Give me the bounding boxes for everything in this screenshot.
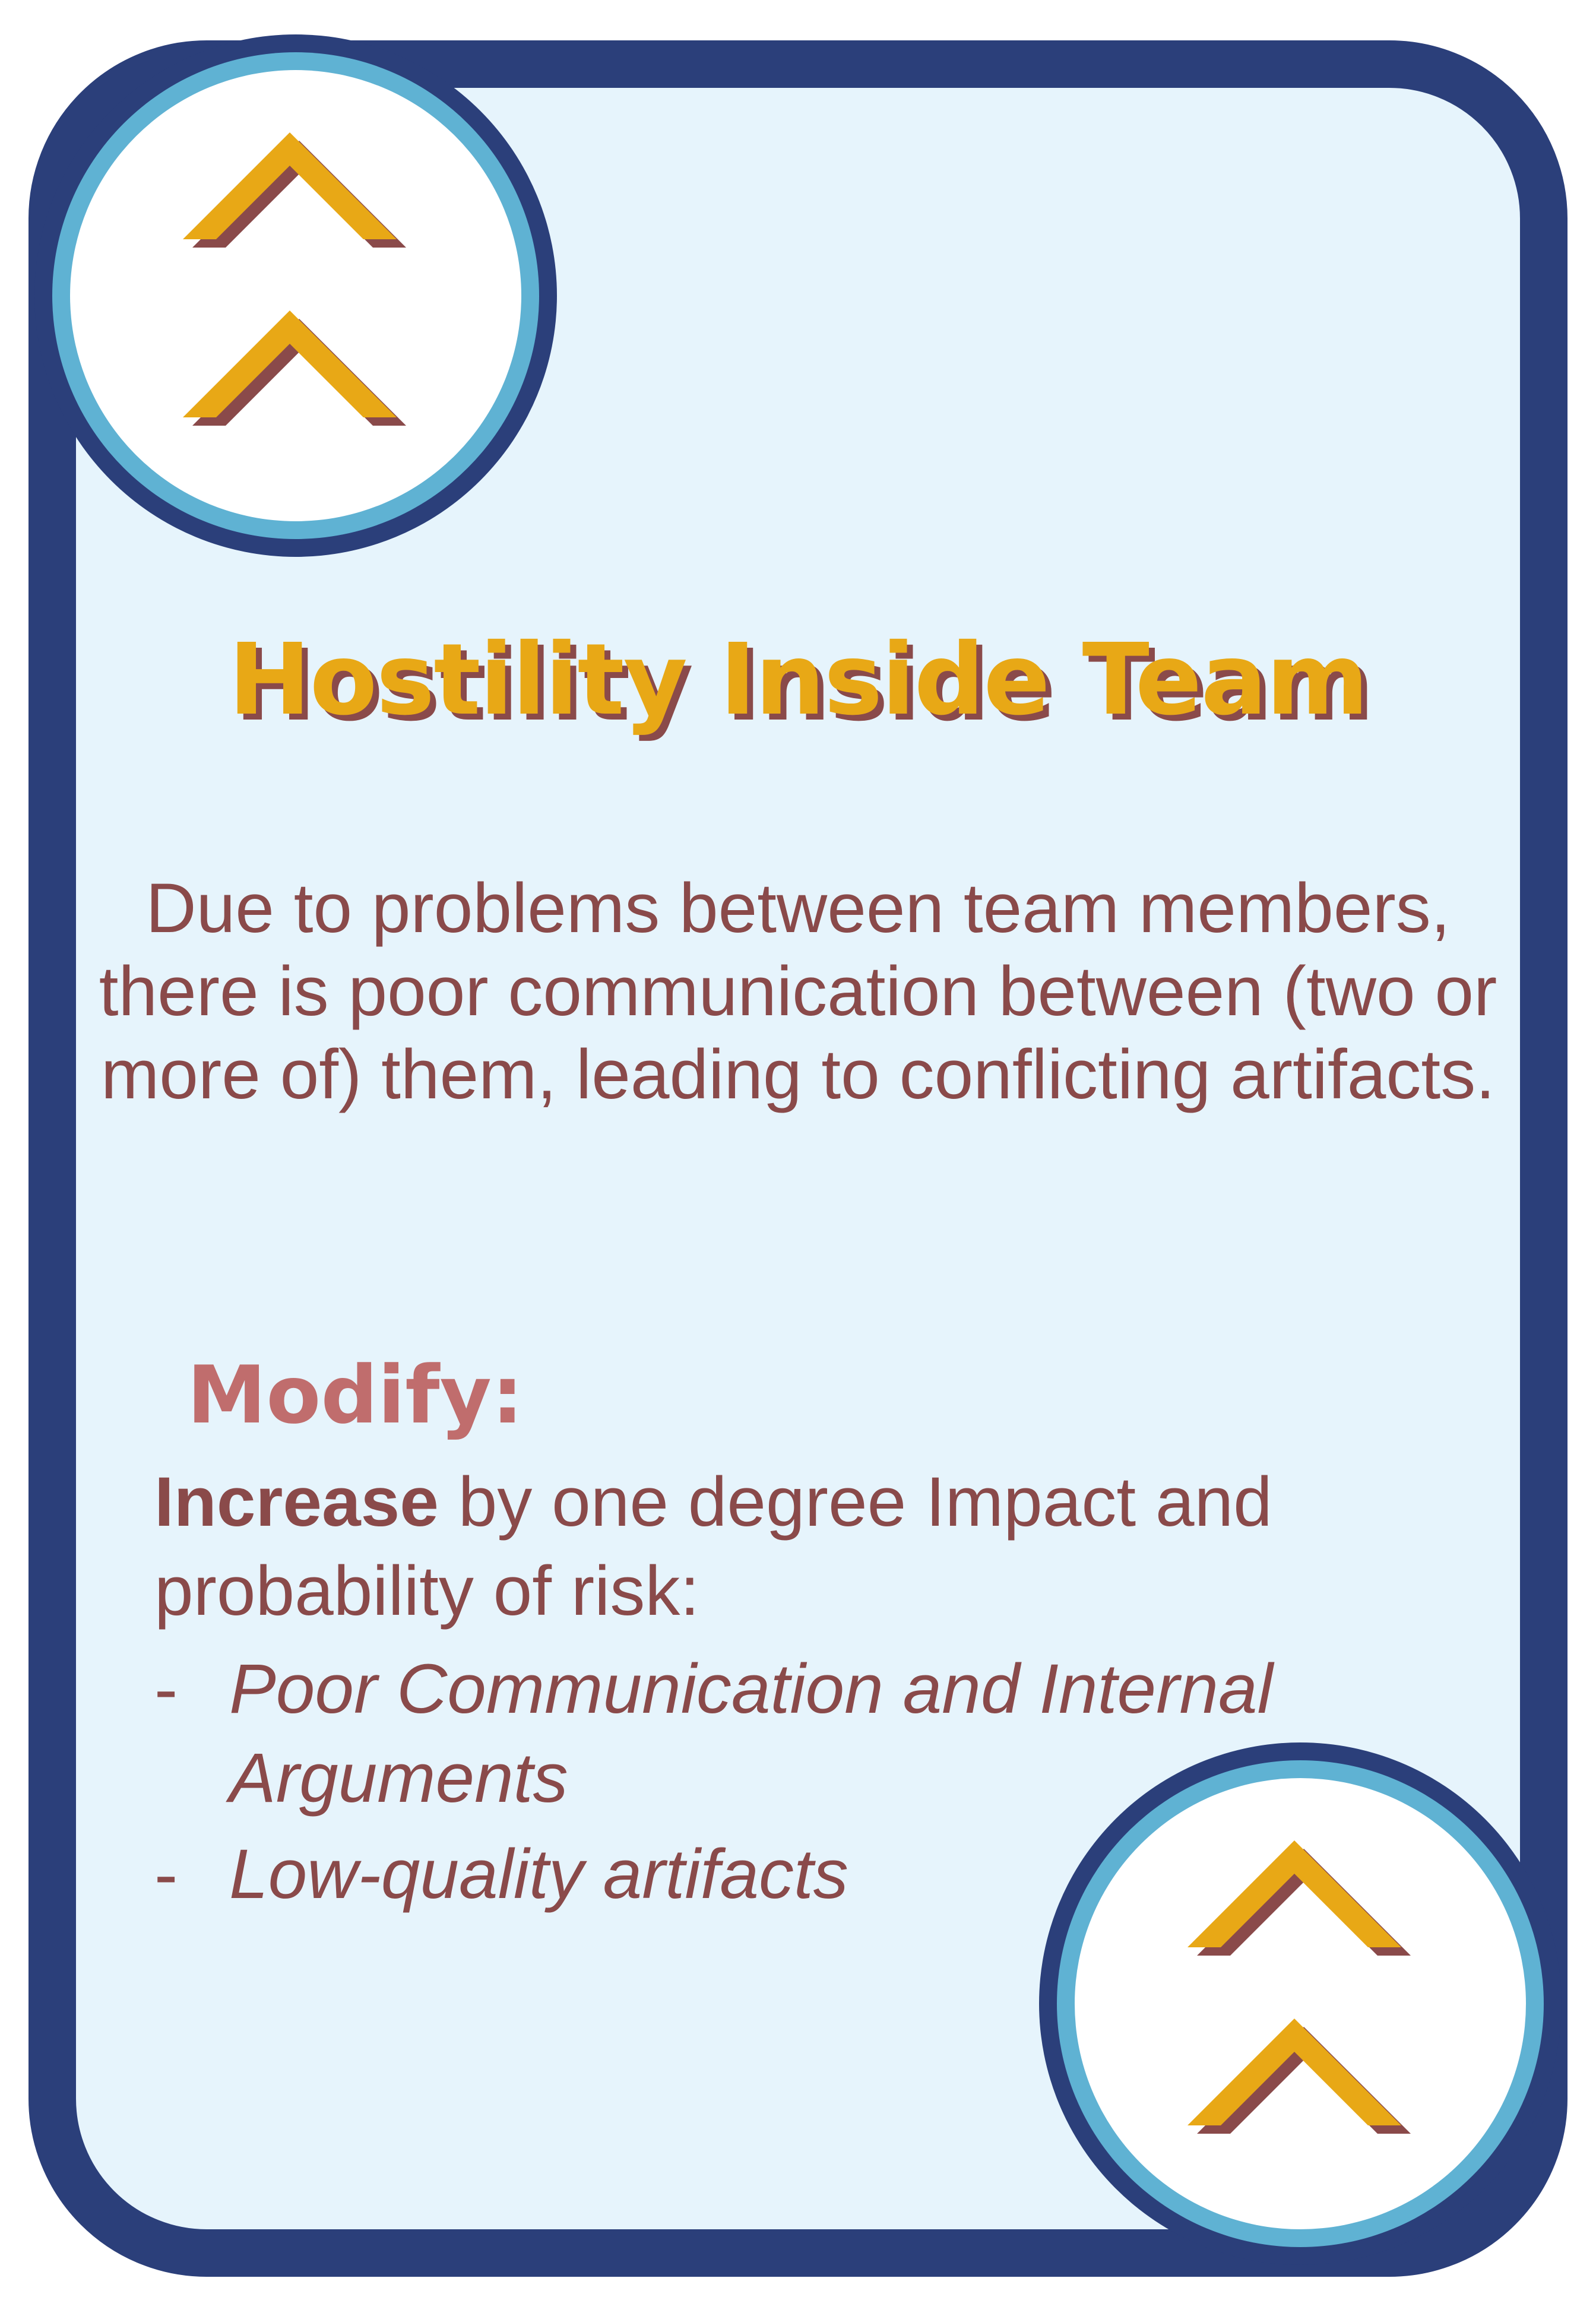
modify-heading: Modify: [187,1349,524,1441]
risk-item-label: Poor Communication and Internal Argument… [229,1650,1273,1817]
double-chevron-up-icon [183,132,406,426]
bullet-dash: - [154,1835,178,1913]
double-chevron-up-icon [1188,1840,1411,2134]
modify-instruction: Increase by one degree Impact and probab… [154,1457,1496,1636]
modify-action-text: by one degree Impact and probability of … [154,1463,1272,1630]
bullet-dash: - [154,1650,178,1728]
risk-list: - Poor Communication and Internal Argume… [154,1645,1496,1926]
risk-item-label: Low-quality artifacts [229,1835,848,1913]
risk-item: - Low-quality artifacts [154,1830,1496,1919]
top-badge [34,34,557,557]
bottom-badge [1039,1742,1562,2265]
modify-action-keyword: Increase [154,1463,439,1541]
card-title: Hostility Inside Team [228,623,1369,737]
risk-item: - Poor Communication and Internal Argume… [154,1645,1496,1823]
card-description: Due to problems between team members, th… [99,869,1497,1114]
